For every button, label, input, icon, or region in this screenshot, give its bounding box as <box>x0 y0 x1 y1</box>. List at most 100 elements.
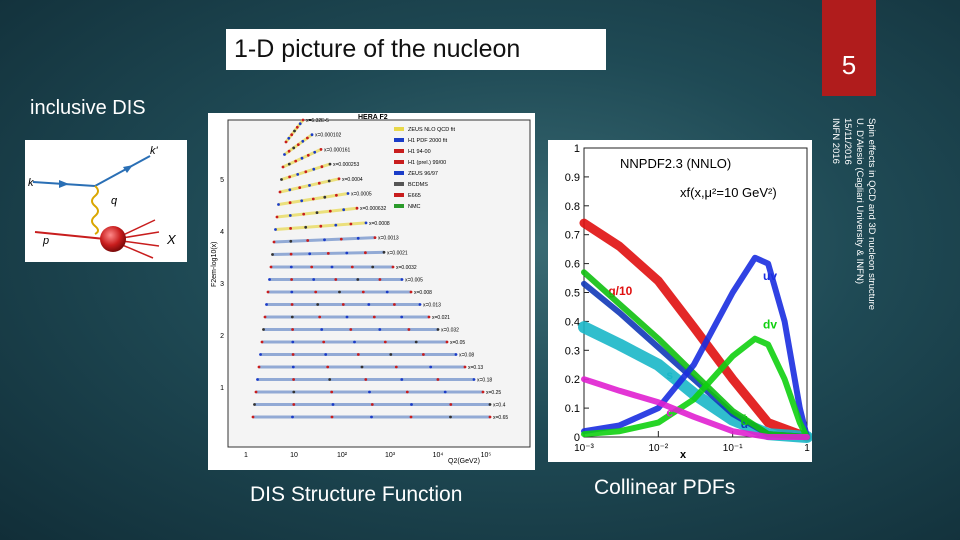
hera-data-point <box>284 140 288 144</box>
hera-data-point <box>400 278 404 281</box>
hera-data-point <box>294 159 298 163</box>
series-line-g/10 <box>579 218 812 442</box>
hera-data-point <box>290 315 294 319</box>
x-tick-label: 1 <box>804 443 810 454</box>
hera-bin-label: x=0.000161 <box>324 147 350 153</box>
hera-data-point <box>443 390 447 394</box>
hera-data-point <box>275 215 279 219</box>
hera-data-point <box>322 340 326 344</box>
y-tick-label: 0.7 <box>565 230 580 242</box>
caption-collinear-pdfs: Collinear PDFs <box>594 476 736 499</box>
hera-data-point <box>292 146 296 150</box>
hera-data-point <box>371 265 375 269</box>
hera-legend-entry: H1 (prel.) 99/00 <box>408 160 446 166</box>
hera-data-point <box>256 378 259 381</box>
label-k-out: k' <box>150 145 159 157</box>
hera-data-point <box>422 353 425 356</box>
arrow-icon <box>59 180 69 188</box>
hera-data-point <box>272 240 276 244</box>
hera-xlabel: Q2(GeV2) <box>448 458 480 465</box>
hera-legend-swatch <box>394 138 404 142</box>
hera-data-point <box>308 184 311 187</box>
hera-data-point <box>463 365 467 369</box>
hera-bin-label: x=0.13 <box>468 365 483 371</box>
hera-data-point <box>364 251 367 255</box>
hera-data-point <box>382 250 386 254</box>
hera-data-point <box>324 353 328 356</box>
series-label-s: s <box>666 368 673 382</box>
hera-data-point <box>300 156 304 160</box>
hera-data-point <box>337 177 341 181</box>
hera-data-point <box>436 328 440 331</box>
nnpdf-annotation: xf(x,μ²=10 GeV²) <box>680 185 777 200</box>
hera-data-point <box>330 390 334 394</box>
hera-bin-label: x=0.18 <box>477 378 492 384</box>
hera-data-point <box>280 178 283 181</box>
hera-legend-entry: ZEUS 96/97 <box>408 171 438 177</box>
x-tick-label: 10⁻¹ <box>723 443 743 454</box>
hera-data-point <box>271 253 274 256</box>
hadron-arrow <box>121 231 160 239</box>
hera-legend-entry: ZEUS NLO QCD fit <box>408 127 456 133</box>
hera-data-point <box>306 239 310 242</box>
hera-legend-swatch <box>394 171 404 175</box>
dis-diagram-panel: k' k q p X <box>25 140 187 262</box>
hera-bin-label: x=0.25 <box>486 390 501 396</box>
hera-bin-label: x=0.013 <box>423 303 441 309</box>
hera-data-point <box>292 403 296 406</box>
hera-data-point <box>414 340 418 344</box>
hera-bin-label: x=6.32E-5 <box>306 118 329 124</box>
hera-data-point <box>319 148 323 151</box>
hera-data-point <box>287 149 291 153</box>
hera-data-point <box>383 340 387 344</box>
caption-structure-function: DIS Structure Function <box>250 483 463 506</box>
hera-x-tick-label: 10⁵ <box>481 452 492 459</box>
hera-data-point <box>289 239 293 243</box>
arrow-icon <box>123 165 133 173</box>
nnpdf-title: NNPDF2.3 (NNLO) <box>620 156 731 171</box>
hera-data-point <box>330 265 334 269</box>
hera-data-point <box>350 265 354 269</box>
hera-f2-panel: HERA F2 F2em-log10(x) Q2(GeV2) 1 2 3 4 5 1 10… <box>208 113 535 470</box>
hera-ylabel: F2em-log10(x) <box>211 241 218 287</box>
hera-data-point <box>310 265 314 269</box>
hera-data-point <box>345 251 349 255</box>
series-label-ū: ū <box>741 417 748 431</box>
hadron-arrow <box>120 219 156 237</box>
hera-legend-swatch <box>394 204 404 208</box>
hera-data-point <box>330 415 334 419</box>
hera-data-point <box>283 153 286 156</box>
hera-data-point <box>378 278 382 281</box>
hera-data-point <box>328 162 332 166</box>
hera-data-point <box>296 173 300 176</box>
hera-data-point <box>289 265 293 269</box>
hera-data-point <box>338 290 341 294</box>
label-k-in: k <box>28 177 34 189</box>
hera-data-point <box>259 353 262 356</box>
hera-data-point <box>394 365 398 369</box>
hera-data-point <box>290 278 293 281</box>
hera-data-point <box>260 340 264 344</box>
dis-diagram: k' k q p X <box>28 145 177 259</box>
hera-bin-label: x=0.05 <box>450 340 465 346</box>
hera-data-point <box>320 328 324 331</box>
hera-data-point <box>288 201 292 205</box>
hera-y-tick-label: 4 <box>220 229 224 236</box>
hera-data-point <box>360 365 364 369</box>
hera-data-point <box>296 143 300 146</box>
hera-data-point <box>341 303 345 306</box>
hera-data-point <box>373 236 377 239</box>
hera-bin-label: x=0.65 <box>493 415 508 421</box>
hera-data-point <box>335 193 338 197</box>
hera-data-point <box>266 290 270 294</box>
hera-y-tick-label: 5 <box>220 177 224 184</box>
y-tick-label: 0.8 <box>565 201 580 213</box>
hera-data-point <box>370 415 373 419</box>
hera-data-point <box>407 328 411 331</box>
hera-data-point <box>295 125 299 129</box>
photon-line <box>91 185 99 235</box>
series-label-uv: uv <box>763 269 777 283</box>
hera-data-point <box>393 303 396 306</box>
hera-legend-entry: E665 <box>408 193 421 199</box>
hera-x-tick-label: 10³ <box>385 452 396 459</box>
